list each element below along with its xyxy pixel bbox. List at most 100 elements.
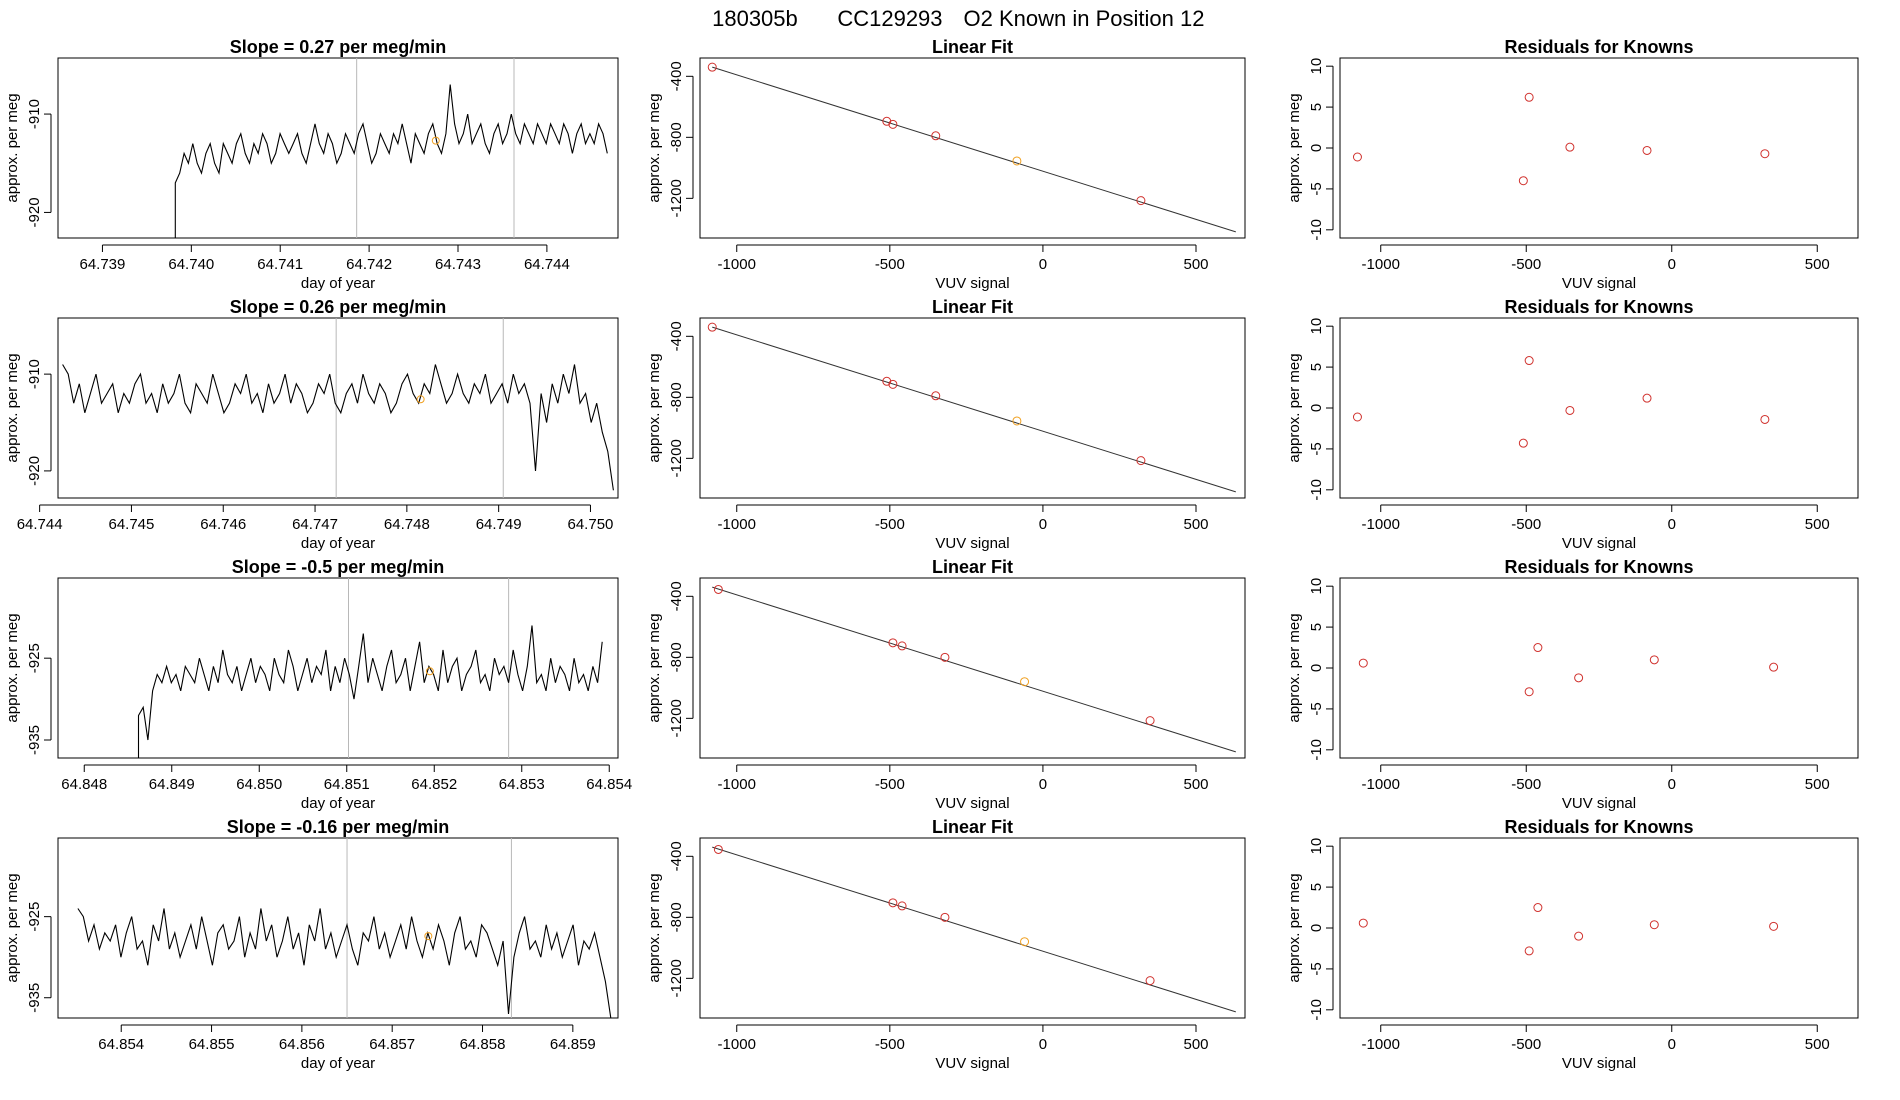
x-tick-label: 500 (1183, 256, 1208, 273)
x-tick-label: 0 (1668, 256, 1676, 273)
y-tick-label: -10 (1308, 479, 1325, 501)
data-point (1352, 152, 1362, 162)
chart-panel-time-series-row-4: Slope = -0.16 per meg/min 64.854 64.855 64.… (4, 817, 619, 1072)
x-tick-label: 64.746 (200, 516, 246, 533)
y-axis-label: approx. per meg (646, 93, 663, 202)
y-tick-label: -10 (1308, 999, 1325, 1021)
y-tick-label: -5 (1308, 702, 1325, 715)
highlight-point (431, 136, 440, 145)
y-axis-label: approx. per meg (4, 613, 21, 722)
fit-line (712, 326, 1236, 493)
panel-title: Linear Fit (932, 817, 1013, 837)
data-point (1145, 976, 1155, 986)
plot-area (174, 58, 608, 238)
y-tick-label: -800 (668, 382, 685, 412)
data-point (897, 901, 907, 911)
data-point (1574, 673, 1584, 683)
y-tick-label: 5 (1308, 883, 1325, 891)
y-axis-label: approx. per meg (4, 353, 21, 462)
plot-frame (57, 317, 619, 499)
x-tick-label: 500 (1805, 516, 1830, 533)
x-tick-label: -500 (875, 776, 905, 793)
y-tick-label: 10 (1308, 58, 1325, 75)
panel-title: Slope = -0.5 per meg/min (232, 557, 445, 577)
x-tick-label: -500 (875, 516, 905, 533)
y-tick-label: -920 (26, 197, 43, 227)
data-point (1524, 92, 1534, 102)
x-tick-label: -1000 (1362, 256, 1400, 273)
x-axis-label: VUV signal (935, 1055, 1009, 1072)
panel-grid: Slope = 0.27 per meg/min 64.739 64.740 64.7… (4, 37, 1859, 1072)
x-axis-label: VUV signal (1562, 275, 1636, 292)
data-point (1352, 412, 1362, 422)
x-tick-label: -500 (875, 256, 905, 273)
highlight-point (424, 932, 433, 941)
y-tick-label: 10 (1308, 318, 1325, 335)
x-axis-label: day of year (301, 1055, 375, 1072)
plot-area (1352, 92, 1770, 186)
data-point (1358, 658, 1368, 668)
data-point (888, 638, 898, 648)
plot-frame (57, 837, 619, 1019)
x-tick-label: 64.856 (279, 1036, 325, 1053)
x-tick-label: 0 (1668, 516, 1676, 533)
y-tick-label: -10 (1308, 739, 1325, 761)
y-tick-label: 10 (1308, 578, 1325, 595)
data-point (1649, 655, 1659, 665)
data-point (1565, 142, 1575, 152)
data-point (888, 898, 898, 908)
x-axis-label: day of year (301, 275, 375, 292)
panel-title: Residuals for Knowns (1504, 37, 1693, 57)
plot-area (137, 578, 603, 758)
y-tick-label: -935 (26, 983, 43, 1013)
data-point (1769, 921, 1779, 931)
plot-frame (699, 837, 1246, 1019)
highlight-point (1020, 677, 1030, 687)
panel-title: Linear Fit (932, 557, 1013, 577)
y-tick-label: -800 (668, 902, 685, 932)
chart-panel-time-series-row-3: Slope = -0.5 per meg/min 64.848 64.849 64.8… (4, 557, 632, 812)
chart-panel-linear-fit-row-3: Linear Fit -1000 -500 0 500 VUV signal -1200 -8… (646, 557, 1246, 812)
y-tick-label: 5 (1308, 103, 1325, 111)
panel-title: Residuals for Knowns (1504, 557, 1693, 577)
x-tick-label: 64.745 (108, 516, 154, 533)
x-axis-label: VUV signal (1562, 795, 1636, 812)
data-point (707, 322, 717, 332)
x-axis-label: VUV signal (1562, 535, 1636, 552)
x-tick-label: 64.848 (61, 776, 107, 793)
panel-title: Slope = 0.27 per meg/min (230, 37, 447, 57)
x-tick-label: -1000 (718, 256, 756, 273)
y-tick-label: 0 (1308, 924, 1325, 932)
data-point (1649, 920, 1659, 930)
y-tick-label: -400 (668, 581, 685, 611)
data-point (897, 641, 907, 651)
data-point (888, 379, 898, 389)
highlight-point (1020, 937, 1030, 947)
data-point (1136, 196, 1146, 206)
plot-area (1358, 643, 1779, 697)
y-tick-label: 10 (1308, 838, 1325, 855)
y-tick-label: -910 (26, 99, 43, 129)
x-tick-label: 64.750 (568, 516, 614, 533)
data-point (940, 652, 950, 662)
x-tick-label: 64.849 (149, 776, 195, 793)
y-axis-label: approx. per meg (646, 613, 663, 722)
highlight-point (1012, 156, 1022, 166)
x-tick-label: 500 (1183, 1036, 1208, 1053)
y-tick-label: -5 (1308, 962, 1325, 975)
data-point (931, 391, 941, 401)
series-line (174, 84, 608, 238)
x-tick-label: 0 (1039, 256, 1047, 273)
y-axis-label: approx. per meg (4, 93, 21, 202)
chart-panel-time-series-row-2: Slope = 0.26 per meg/min 64.744 64.745 64.7… (4, 297, 619, 552)
x-axis-label: VUV signal (935, 535, 1009, 552)
chart-panel-linear-fit-row-4: Linear Fit -1000 -500 0 500 VUV signal -1200 -8… (646, 817, 1246, 1072)
y-tick-label: -935 (26, 725, 43, 755)
plot-frame (699, 57, 1246, 239)
x-tick-label: 64.853 (499, 776, 545, 793)
x-tick-label: -1000 (1362, 516, 1400, 533)
series-line (62, 364, 614, 491)
data-point (1574, 931, 1584, 941)
fit-line (712, 586, 1236, 753)
data-point (1642, 145, 1652, 155)
